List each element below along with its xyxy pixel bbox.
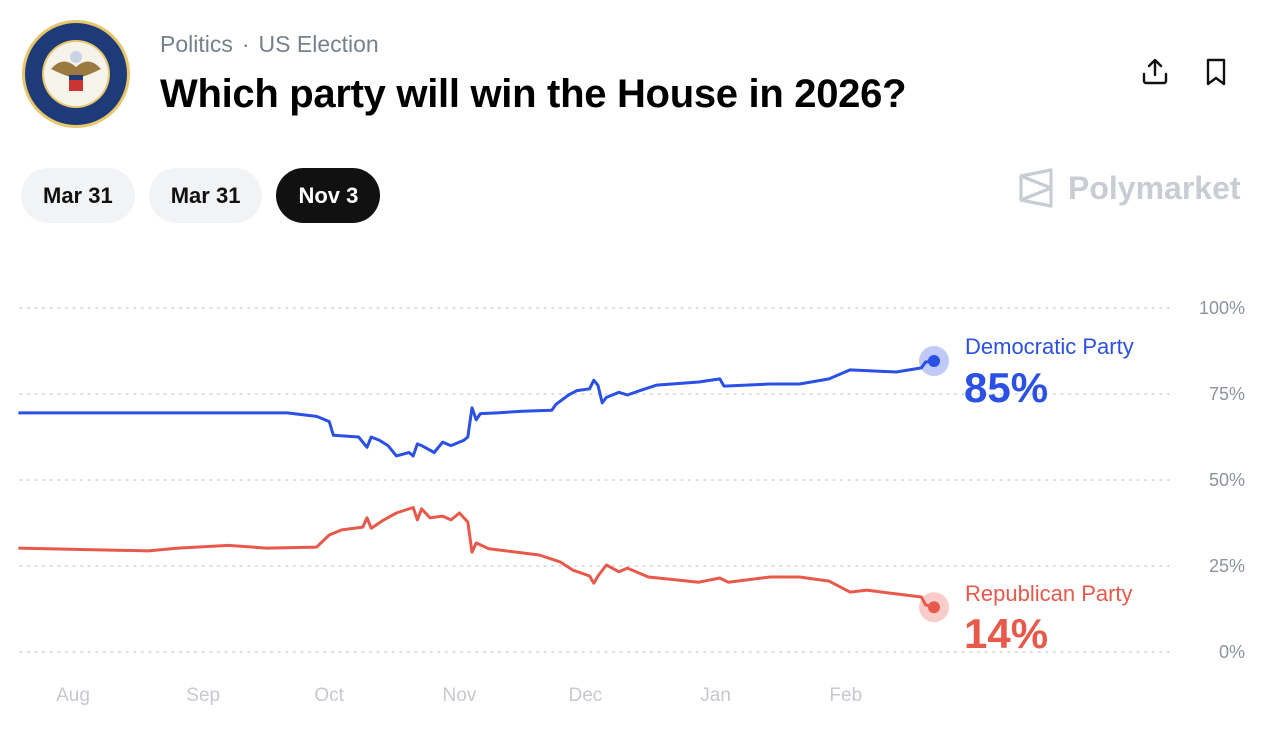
y-tick-label: 100% bbox=[1199, 298, 1245, 318]
share-upload-icon bbox=[1142, 58, 1168, 85]
y-tick-label: 75% bbox=[1209, 384, 1245, 404]
polymarket-logo-icon bbox=[1019, 168, 1053, 208]
x-tick-label: Aug bbox=[56, 685, 90, 706]
series-name-republican: Republican Party bbox=[965, 581, 1133, 606]
x-tick-label: Nov bbox=[443, 685, 477, 706]
date-range-pills: Mar 31 Mar 31 Nov 3 bbox=[21, 168, 381, 223]
series-value-republican: 14% bbox=[964, 610, 1049, 657]
current-point-marker bbox=[928, 354, 940, 367]
series-line-republican bbox=[18, 506, 935, 609]
series-line-democratic bbox=[18, 359, 935, 458]
bookmark-icon bbox=[1206, 58, 1226, 86]
bookmark-button[interactable] bbox=[1201, 56, 1233, 88]
x-tick-label: Jan bbox=[700, 685, 731, 706]
x-tick-label: Oct bbox=[314, 685, 344, 706]
x-tick-label: Dec bbox=[569, 685, 603, 706]
y-tick-label: 0% bbox=[1219, 642, 1245, 662]
date-pill-mar-31-a[interactable]: Mar 31 bbox=[21, 168, 135, 223]
date-pill-nov-3[interactable]: Nov 3 bbox=[276, 168, 381, 223]
share-button[interactable] bbox=[1139, 56, 1171, 88]
x-tick-label: Sep bbox=[186, 685, 220, 706]
series-value-democratic: 85% bbox=[964, 364, 1049, 411]
breadcrumb-subcategory[interactable]: US Election bbox=[258, 31, 379, 57]
page-title: Which party will win the House in 2026? bbox=[160, 72, 907, 116]
y-tick-label: 50% bbox=[1209, 470, 1245, 490]
series-name-democratic: Democratic Party bbox=[965, 334, 1134, 359]
house-seal-logo bbox=[22, 20, 130, 128]
breadcrumb-category[interactable]: Politics bbox=[160, 31, 233, 57]
brand-name: Polymarket bbox=[1068, 169, 1241, 206]
y-tick-label: 25% bbox=[1209, 556, 1245, 576]
current-point-marker bbox=[928, 601, 940, 614]
polymarket-watermark: Polymarket bbox=[1018, 168, 1241, 208]
x-tick-label: Feb bbox=[829, 685, 862, 706]
date-pill-mar-31-b[interactable]: Mar 31 bbox=[148, 168, 263, 223]
breadcrumb: Politics · US Election bbox=[160, 31, 379, 57]
